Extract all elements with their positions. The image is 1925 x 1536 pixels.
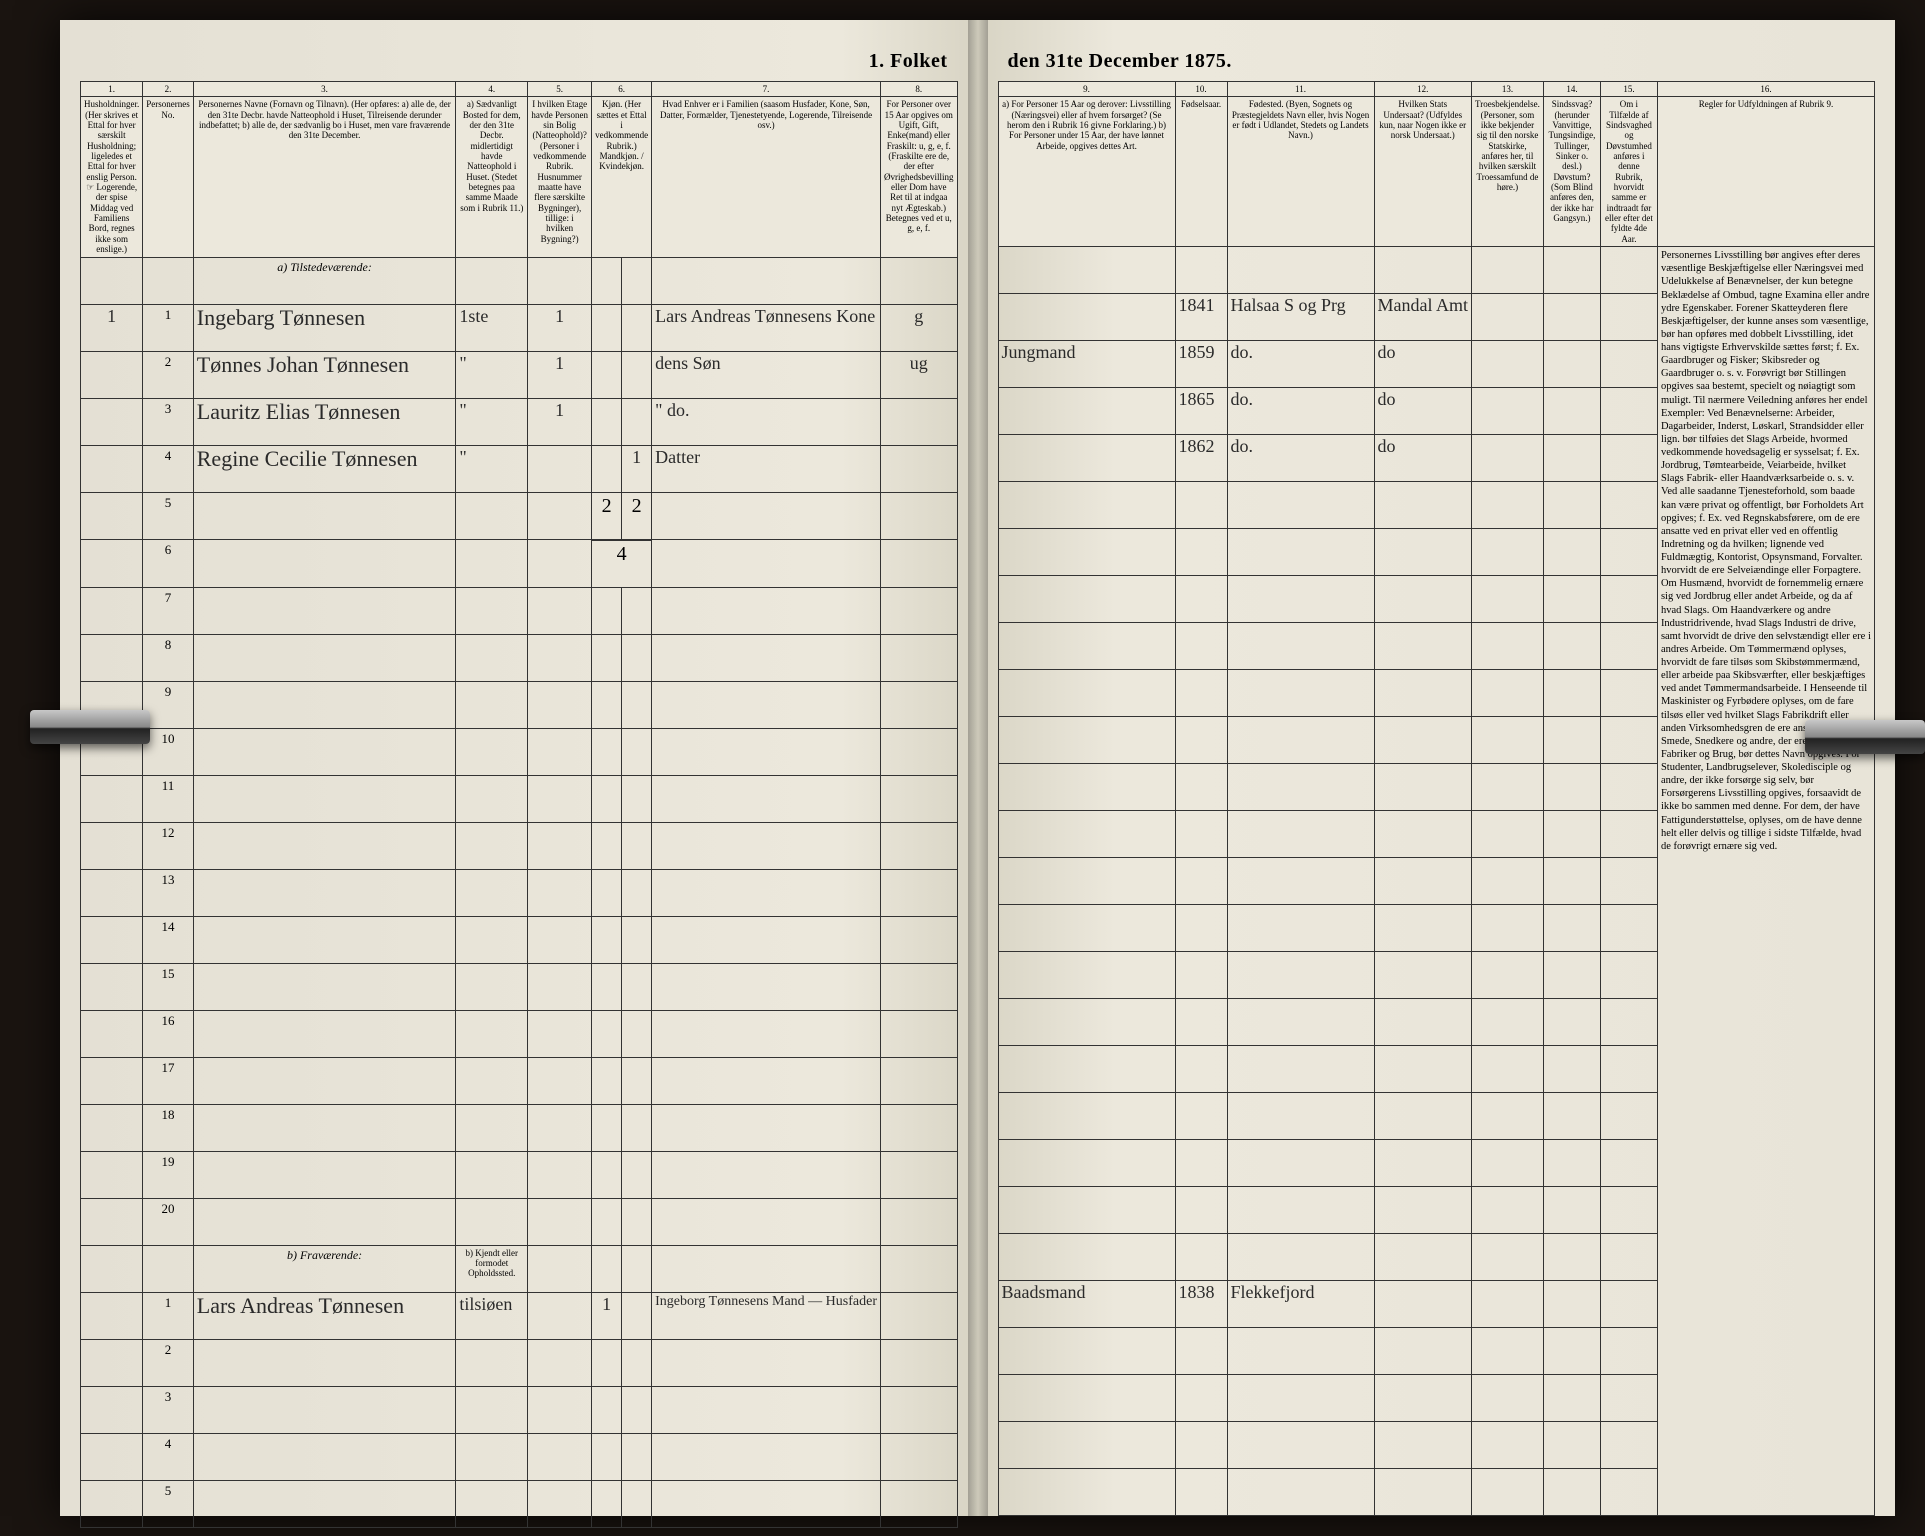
colhead-6: Kjøn. (Her sættes et Ettal i vedkommende… bbox=[592, 97, 652, 257]
colnum-4: 4. bbox=[456, 82, 528, 97]
colhead-7: Hvad Enhver er i Familien (saasom Husfad… bbox=[652, 97, 881, 257]
colnum-6: 6. bbox=[592, 82, 652, 97]
page-title-left: 1. Folket bbox=[80, 50, 958, 73]
colnum-3: 3. bbox=[193, 82, 456, 97]
left-page: 1. Folket 1. 2. 3. 4. 5. 6. 7. 8. Hushol… bbox=[60, 20, 978, 1516]
book-spine bbox=[968, 20, 988, 1516]
colnum-8: 8. bbox=[881, 82, 958, 97]
person-name: Ingebarg Tønnesen bbox=[193, 304, 456, 351]
colnum-1: 1. bbox=[81, 82, 143, 97]
colhead-8: For Personer over 15 Aar opgives om Ugif… bbox=[881, 97, 958, 257]
colhead-5: I hvilken Etage havde Personen sin Bolig… bbox=[528, 97, 592, 257]
totals-row: 5 2 2 bbox=[81, 492, 958, 540]
person-row: 4 Regine Cecilie Tønnesen " 1 Datter bbox=[81, 445, 958, 492]
section-present-label: a) Tilstedeværende: bbox=[193, 257, 456, 304]
person-row: 3 Lauritz Elias Tønnesen " 1 " do. bbox=[81, 398, 958, 445]
hh-no: 1 bbox=[81, 304, 143, 351]
ledger-book: 1. Folket 1. 2. 3. 4. 5. 6. 7. 8. Hushol… bbox=[60, 20, 1895, 1516]
colhead-3: Personernes Navne (Fornavn og Tilnavn). … bbox=[193, 97, 456, 257]
colhead-1: Husholdninger. (Her skrives et Ettal for… bbox=[81, 97, 143, 257]
section-row-absent: b) Fraværende: b) Kjendt eller formodet … bbox=[81, 1245, 958, 1292]
person-row: 2 Tønnes Johan Tønnesen " 1 dens Søn ug bbox=[81, 351, 958, 398]
colnum-7: 7. bbox=[652, 82, 881, 97]
person-row: 1 1 Ingebarg Tønnesen 1ste 1 Lars Andrea… bbox=[81, 304, 958, 351]
census-table-right: 9. 10. 11. 12. 13. 14. 15. 16. a) For Pe… bbox=[998, 81, 1876, 1516]
binder-clip-left bbox=[30, 710, 150, 744]
census-table-left: 1. 2. 3. 4. 5. 6. 7. 8. Husholdninger. (… bbox=[80, 81, 958, 1528]
section-row-present: a) Tilstedeværende: bbox=[81, 257, 958, 304]
colhead-2: Personernes No. bbox=[143, 97, 194, 257]
right-page: den 31te December 1875. 9. 10. 11. 12. 1… bbox=[978, 20, 1896, 1516]
absent-row: 1 Lars Andreas Tønnesen tilsiøen 1 Ingeb… bbox=[81, 1292, 958, 1339]
rules-text: Personernes Livsstilling bør angives eft… bbox=[1657, 247, 1874, 1516]
page-title-right: den 31te December 1875. bbox=[998, 50, 1876, 73]
colhead-4: a) Sædvanligt Bosted for dem, der den 31… bbox=[456, 97, 528, 257]
colnum-5: 5. bbox=[528, 82, 592, 97]
binder-clip-right bbox=[1805, 720, 1925, 754]
colnum-2: 2. bbox=[143, 82, 194, 97]
